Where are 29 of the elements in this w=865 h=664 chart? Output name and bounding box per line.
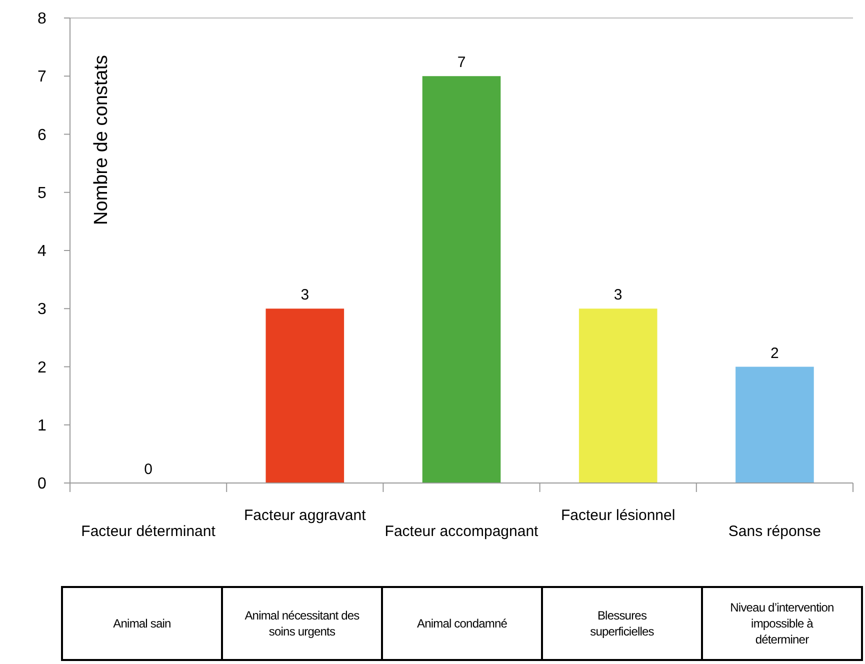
data-label: 7 <box>457 54 466 72</box>
bar <box>578 308 658 483</box>
x-tick-label: Facteur lésionnel <box>560 507 676 524</box>
y-tick-label: 0 <box>38 476 47 493</box>
y-tick-label: 8 <box>38 10 47 28</box>
text: Blessures superficielles <box>590 608 654 639</box>
bar <box>266 308 344 483</box>
y-tick-label: 2 <box>38 359 47 376</box>
bar <box>736 366 814 483</box>
text: Animal sain <box>113 616 171 631</box>
x-tick-label: Facteur déterminant <box>81 523 216 540</box>
text: Niveau d’intervention impossible à déterminer <box>730 600 834 647</box>
text: Animal nécessitant des soins urgents <box>244 608 360 639</box>
bar <box>422 76 501 483</box>
y-tick-label: 7 <box>38 68 47 86</box>
y-tick-label: 3 <box>38 301 47 318</box>
text: Animal condamné <box>416 616 508 631</box>
x-tick-label: Sans réponse <box>728 523 821 540</box>
data-label: 2 <box>770 344 779 362</box>
y-tick-label: 4 <box>38 243 47 260</box>
y-axis-title: Nombre de constats <box>91 54 112 226</box>
x-tick-label: Facteur aggravant <box>244 507 367 524</box>
y-tick-label: 1 <box>38 417 47 434</box>
x-tick-label: Facteur accompagnant <box>384 523 540 540</box>
data-label: 3 <box>614 286 622 304</box>
y-tick-label: 6 <box>38 126 47 144</box>
data-label: 0 <box>144 461 152 478</box>
y-tick-label: 5 <box>38 184 47 202</box>
data-label: 3 <box>300 286 310 304</box>
